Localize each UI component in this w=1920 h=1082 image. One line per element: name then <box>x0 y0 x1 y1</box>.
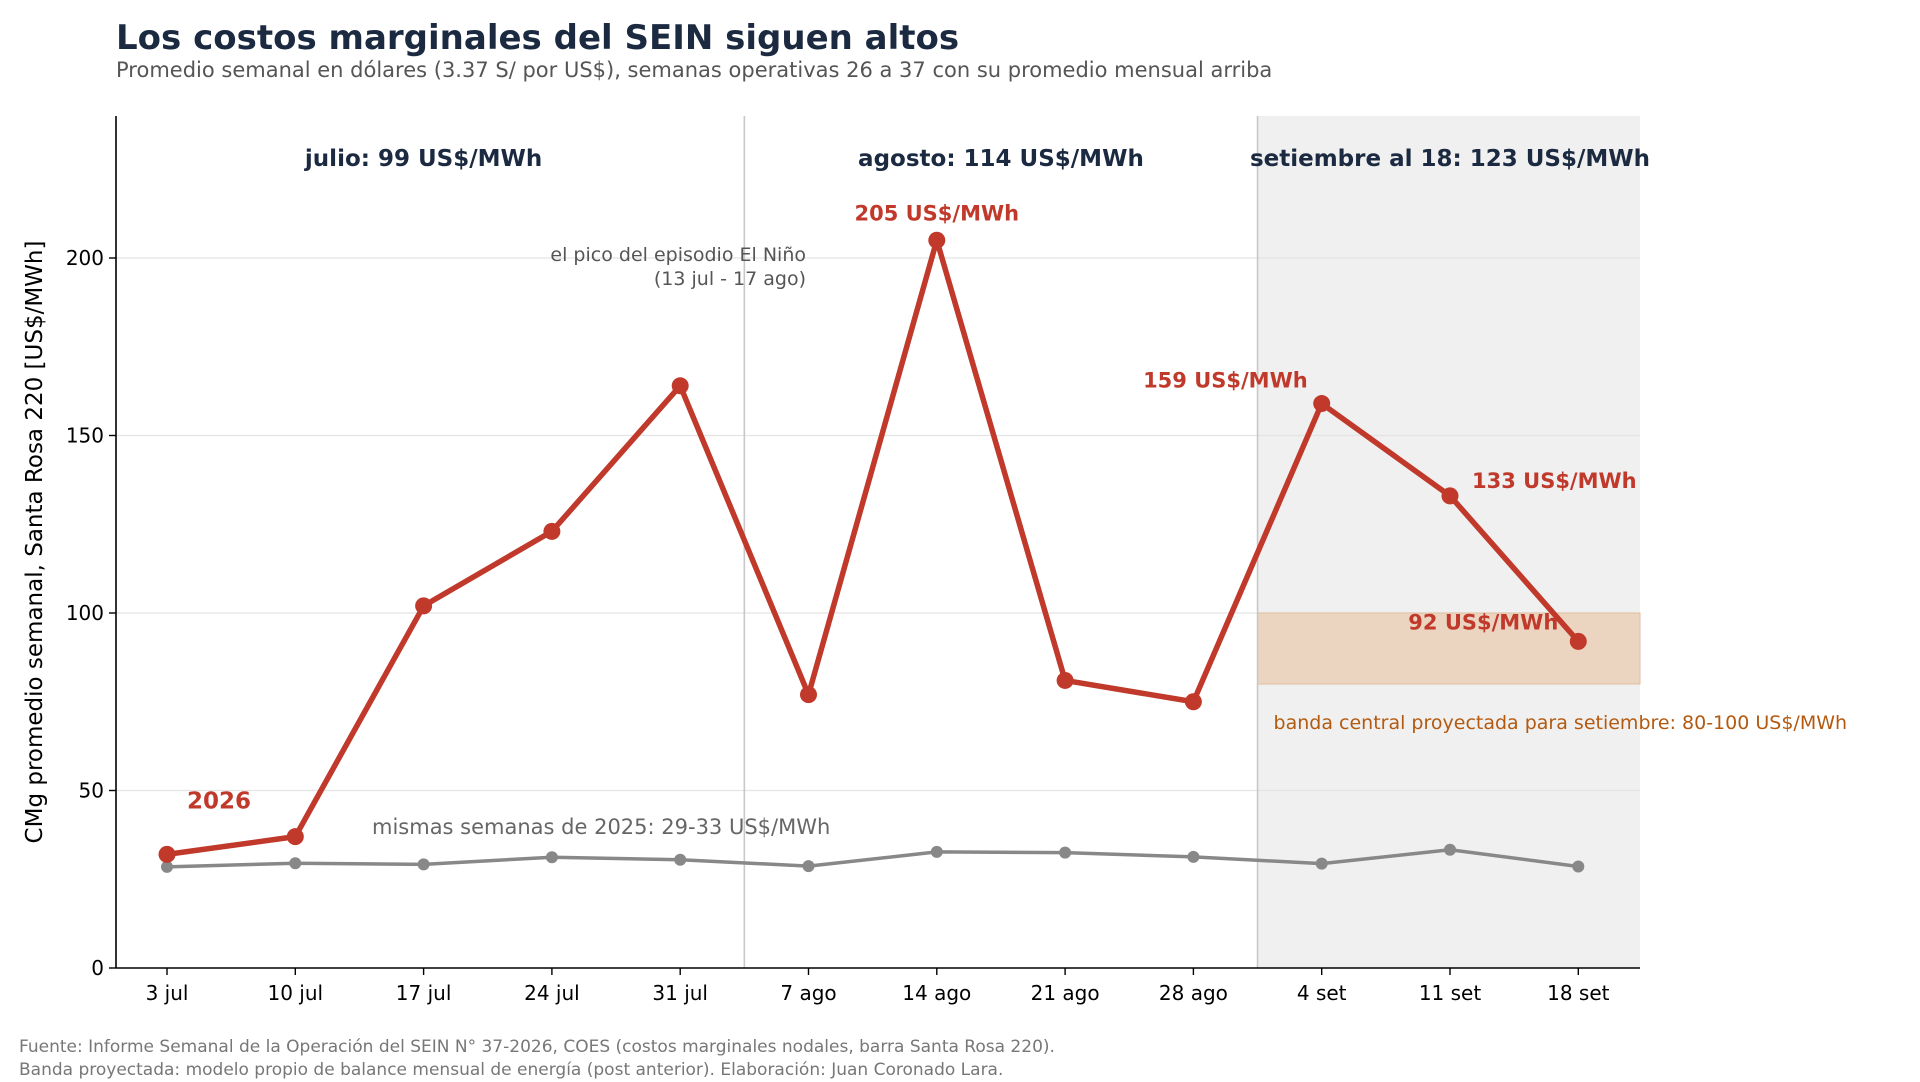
month-average-label: agosto: 114 US$/MWh <box>858 146 1144 172</box>
x-tick-label: 24 jul <box>524 981 580 1005</box>
series-2025-line <box>166 848 1579 869</box>
series-2025-point <box>674 853 687 866</box>
point-value-label: 159 US$/MWh <box>1143 369 1308 393</box>
point-value-label: 92 US$/MWh <box>1408 610 1558 634</box>
series-2026-point <box>1184 693 1202 711</box>
x-tick-label: 10 jul <box>267 981 323 1005</box>
series-2026-point <box>671 377 689 395</box>
series-2026-line <box>166 237 1581 858</box>
series-2026-point <box>1441 487 1459 505</box>
x-tick-label: 14 ago <box>902 981 971 1005</box>
source-line-2: Banda proyectada: modelo propio de balan… <box>19 1060 1004 1080</box>
point-value-label: 205 US$/MWh <box>854 201 1019 225</box>
annotation-line-1: el pico del episodio El Niño <box>550 244 806 266</box>
y-axis-label: CMg promedio semanal, Santa Rosa 220 [US… <box>22 241 48 844</box>
series-2026-point <box>543 522 561 540</box>
series-2025-point <box>161 860 173 873</box>
y-tick-label: 100 <box>66 601 104 625</box>
series-2025-point <box>417 858 430 871</box>
series-2026-label: 2026 <box>187 788 251 814</box>
x-tick-label: 4 set <box>1297 981 1347 1005</box>
series-2025-label: mismas semanas de 2025: 29-33 US$/MWh <box>372 815 830 839</box>
series-2025-point <box>1315 857 1328 870</box>
point-value-label: 133 US$/MWh <box>1472 469 1637 493</box>
series-2026-point <box>1569 632 1587 650</box>
series-2025-point <box>1059 846 1072 859</box>
series-2025-point <box>802 860 815 873</box>
x-tick-label: 21 ago <box>1031 981 1100 1005</box>
series-2026-point <box>158 845 176 863</box>
chart-title: Los costos marginales del SEIN siguen al… <box>116 18 960 58</box>
projected-band-label: banda central proyectada para setiembre:… <box>1274 712 1848 734</box>
month-average-label: julio: 99 US$/MWh <box>304 146 542 172</box>
series-2026-point <box>1056 671 1074 689</box>
y-tick-label: 50 <box>79 779 104 803</box>
annotation-line-2: (13 jul - 17 ago) <box>654 268 806 290</box>
chart-subtitle: Promedio semanal en dólares (3.37 S/ por… <box>116 58 1273 82</box>
series-2025-point <box>1187 850 1200 863</box>
september-shade <box>1257 116 1640 968</box>
month-average-label: setiembre al 18: 123 US$/MWh <box>1250 146 1650 172</box>
x-tick-label: 3 jul <box>146 981 189 1005</box>
y-tick-label: 200 <box>66 246 104 270</box>
series-2026-point <box>415 597 433 615</box>
series-2025-point <box>289 857 302 870</box>
source-line-1: Fuente: Informe Semanal de la Operación … <box>19 1037 1055 1057</box>
series-2026-point <box>928 231 946 249</box>
x-tick-label: 11 set <box>1419 981 1482 1005</box>
series-2025-point <box>545 851 558 864</box>
x-tick-label: 7 ago <box>780 981 836 1005</box>
x-tick-label: 17 jul <box>396 981 452 1005</box>
series-2026-point <box>800 686 817 704</box>
y-tick-label: 0 <box>91 956 104 980</box>
series-2026-point <box>1313 395 1331 413</box>
series-2025-point <box>1444 843 1456 856</box>
y-tick-label: 150 <box>66 424 104 448</box>
x-tick-label: 28 ago <box>1159 981 1228 1005</box>
x-tick-label: 31 jul <box>652 981 708 1005</box>
series-2026-point <box>286 828 304 846</box>
series-2025-point <box>1572 860 1585 873</box>
source-note: Fuente: Informe Semanal de la Operación … <box>19 1036 1055 1082</box>
x-tick-label: 18 set <box>1547 981 1610 1005</box>
series-2025-point <box>930 845 943 858</box>
line-chart: banda central proyectada para setiembre:… <box>22 116 1848 1005</box>
